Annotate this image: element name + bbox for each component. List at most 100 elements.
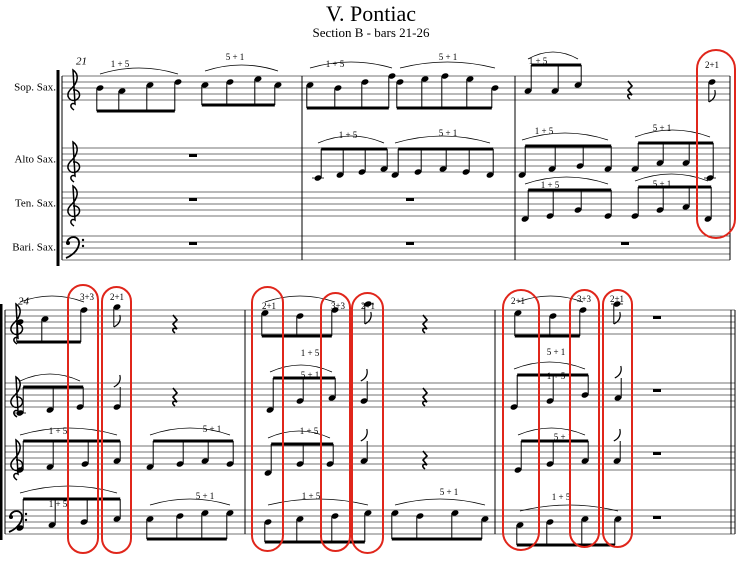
note-head — [336, 172, 344, 178]
note-head — [226, 79, 234, 85]
note-head — [574, 82, 582, 88]
fingering-annotation: 5 + 1 — [301, 370, 320, 380]
note-head — [226, 461, 234, 467]
note-head — [656, 207, 664, 213]
note-head — [48, 522, 56, 528]
fingering-annotation: 2+1 — [705, 60, 719, 70]
treble-clef — [67, 68, 81, 111]
note-head — [118, 88, 126, 94]
treble-clef — [67, 140, 81, 183]
note-head — [391, 510, 399, 516]
note-head — [113, 404, 121, 410]
note-head — [226, 510, 234, 516]
note-head — [328, 395, 336, 401]
slur — [527, 51, 579, 60]
note-head — [631, 166, 639, 172]
fingering-annotation: 2+1 — [262, 301, 276, 311]
note-head — [421, 76, 429, 82]
slur — [99, 67, 179, 75]
slur — [264, 295, 336, 303]
treble-clef — [67, 184, 81, 227]
slur — [149, 498, 231, 506]
fingering-annotation: 1 + 5 — [552, 492, 571, 502]
note-head — [296, 516, 304, 522]
note-head — [613, 458, 621, 464]
flag — [360, 368, 368, 382]
fingering-annotation: 1 + 5 — [339, 130, 358, 140]
fingering-annotation: 5 + 1 — [439, 52, 458, 62]
fingering-annotation: 2+1 — [110, 292, 124, 302]
note-head — [451, 510, 459, 516]
note-head — [176, 461, 184, 467]
note-head — [96, 85, 104, 91]
quarter-rest — [171, 387, 179, 407]
fingering-annotation: 5 + 1 — [439, 128, 458, 138]
note-head — [331, 513, 339, 519]
fingering-annotation: 3+3 — [577, 294, 592, 304]
quarter-rest — [421, 450, 429, 470]
fingering-annotation: 1 + 5 — [49, 426, 68, 436]
flag — [708, 89, 716, 103]
slur — [634, 173, 709, 182]
flag — [364, 311, 372, 325]
slur — [513, 361, 586, 370]
instrument-label: Sop. Sax. — [14, 82, 56, 94]
note-head — [682, 160, 690, 166]
bass-clef-dot — [66, 241, 70, 245]
note-head — [146, 464, 154, 470]
note-head — [80, 519, 88, 525]
whole-rest — [406, 242, 414, 245]
slur — [399, 61, 496, 69]
note-head — [604, 166, 612, 172]
slur — [394, 498, 486, 506]
note-head — [441, 73, 449, 79]
whole-rest — [653, 389, 661, 392]
slur — [19, 373, 81, 382]
quarter-rest — [171, 314, 179, 334]
whole-rest — [189, 198, 197, 201]
note-head — [264, 470, 272, 476]
note-head — [380, 166, 388, 172]
note-head — [514, 467, 522, 473]
note-head — [176, 513, 184, 519]
note-head — [604, 213, 612, 219]
note-head — [549, 313, 557, 319]
note-head — [266, 407, 274, 413]
whole-rest — [653, 516, 661, 519]
bass-clef — [65, 236, 80, 259]
quarter-rest — [421, 314, 429, 334]
note-head — [16, 319, 24, 325]
whole-rest — [189, 154, 197, 157]
slur — [517, 427, 586, 436]
slur — [524, 176, 609, 185]
note-head — [388, 73, 396, 79]
note-head — [656, 160, 664, 166]
note-head — [16, 525, 24, 531]
note-head — [546, 213, 554, 219]
bass-clef-dot — [24, 512, 28, 516]
highlight-oval — [351, 292, 384, 554]
fingering-annotation: 5 + 1 — [196, 491, 215, 501]
note-head — [113, 458, 121, 464]
note-head — [201, 82, 209, 88]
note-head — [581, 392, 589, 398]
note-head — [466, 76, 474, 82]
whole-rest — [406, 198, 414, 201]
slur — [634, 129, 711, 138]
note-head — [579, 307, 587, 313]
flag — [613, 311, 621, 325]
bass-clef-dot — [9, 515, 13, 519]
note-head — [546, 398, 554, 404]
note-head — [113, 304, 121, 310]
note-head — [574, 207, 582, 213]
note-head — [462, 169, 470, 175]
note-head — [358, 169, 366, 175]
note-head — [491, 85, 499, 91]
highlight-oval — [67, 284, 99, 554]
bass-clef-dot — [81, 244, 85, 248]
slur — [149, 427, 231, 436]
instrument-label: Bari. Sax. — [12, 242, 56, 254]
highlight-oval — [101, 286, 132, 554]
slur — [309, 61, 393, 69]
